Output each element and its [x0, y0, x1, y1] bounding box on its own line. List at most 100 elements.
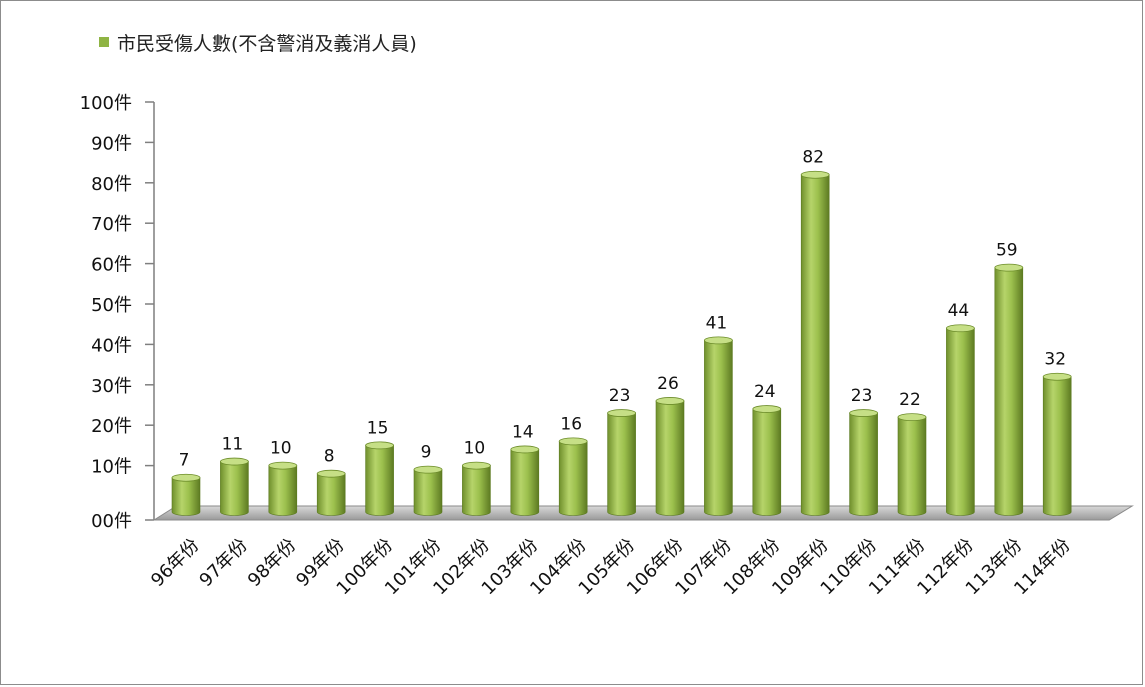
y-tick-label: 90件: [91, 133, 132, 154]
bar-body: [365, 445, 394, 516]
bar-body: [946, 327, 975, 516]
x-tick-label: 97年份: [195, 535, 252, 592]
data-label: 7: [179, 451, 190, 471]
bar-body: [316, 473, 346, 516]
bar-112年份: [946, 324, 975, 516]
bar-top: [510, 445, 540, 454]
bar-top: [752, 405, 782, 413]
data-label: 32: [1044, 350, 1066, 370]
data-label: 9: [421, 443, 432, 463]
data-label: 10: [464, 439, 486, 459]
bar-body: [655, 400, 685, 516]
bar-body: [704, 340, 733, 516]
bar-top: [268, 461, 298, 470]
bar-top: [946, 324, 975, 333]
bar-body: [558, 441, 588, 516]
bar-97年份: [219, 457, 249, 516]
bar-top: [461, 461, 491, 470]
bar-body: [510, 449, 540, 516]
y-tick-label: 40件: [91, 335, 132, 356]
bar-body: [268, 465, 298, 516]
y-tick-label: 60件: [91, 255, 132, 276]
bar-102年份: [461, 461, 491, 516]
bar-body: [462, 465, 491, 516]
data-label: 44: [948, 301, 970, 321]
y-tick-label: 30件: [91, 376, 132, 397]
bar-top: [800, 170, 830, 179]
legend-label: 市民受傷人數(不含警消及義消人員): [117, 32, 417, 55]
bar-98年份: [268, 461, 298, 516]
bar-101年份: [413, 465, 443, 516]
bar-body: [849, 412, 878, 516]
labels-layer: 796年份1197年份1098年份899年份15100年份9101年份10102…: [147, 148, 1075, 600]
bar-103年份: [510, 445, 540, 516]
bar-top: [316, 469, 346, 478]
bar-top: [1042, 372, 1072, 381]
bar-body: [897, 416, 927, 516]
bar-top: [365, 441, 395, 450]
data-label: 14: [512, 422, 534, 442]
bar-top: [897, 413, 927, 422]
bar-top: [994, 263, 1024, 272]
y-tick-label: 10件: [91, 457, 132, 478]
bar-top: [219, 457, 249, 466]
data-label: 15: [367, 418, 389, 438]
y-tick-label: 50件: [91, 295, 132, 316]
bars-layer: [171, 170, 1072, 516]
y-tick-label: 100件: [80, 93, 132, 114]
bar-113年份: [994, 263, 1024, 516]
bar-109年份: [800, 170, 830, 516]
data-label: 24: [754, 382, 776, 402]
bar-114年份: [1042, 372, 1072, 516]
bar-top: [607, 409, 636, 417]
x-tick-label: 96年份: [147, 535, 204, 592]
bar-top: [558, 437, 588, 446]
bar-top: [413, 465, 443, 474]
bar-body: [994, 267, 1024, 516]
bar-body: [752, 408, 782, 516]
data-label: 10: [270, 439, 292, 459]
bar-96年份: [171, 473, 201, 516]
bar-top: [655, 397, 685, 405]
chart-floor: [152, 505, 1134, 521]
bar-111年份: [897, 413, 927, 516]
floor-layer: [152, 505, 1134, 521]
y-tick-label: 00件: [91, 511, 132, 532]
data-label: 82: [802, 148, 824, 168]
bar-top: [171, 473, 201, 482]
bar-body: [171, 477, 201, 516]
bar-99年份: [316, 469, 346, 516]
y-tick-label: 80件: [91, 174, 132, 195]
x-tick-label: 98年份: [244, 535, 301, 592]
bar-106年份: [655, 397, 685, 516]
data-label: 59: [996, 241, 1018, 261]
bar-body: [800, 174, 830, 516]
bar-105年份: [607, 409, 636, 516]
data-label: 8: [324, 447, 335, 467]
bar-body: [607, 412, 636, 516]
bar-top: [849, 409, 878, 417]
bar-body: [1042, 376, 1072, 516]
y-tick-label: 20件: [91, 416, 132, 437]
bar-110年份: [849, 409, 878, 516]
bar-107年份: [704, 336, 733, 516]
data-label: 16: [560, 414, 582, 434]
data-label: 23: [609, 386, 631, 406]
bar-body: [220, 461, 249, 516]
legend-swatch-icon: [99, 37, 109, 47]
bar-top: [704, 336, 733, 345]
bar-body: [413, 469, 443, 516]
data-label: 11: [222, 435, 244, 455]
data-label: 22: [899, 390, 921, 410]
data-label: 23: [851, 386, 873, 406]
data-label: 26: [657, 374, 679, 394]
y-tick-label: 70件: [91, 214, 132, 235]
bar-108年份: [752, 405, 782, 516]
data-label: 41: [706, 313, 728, 333]
bar-104年份: [558, 437, 588, 516]
axis-layer: 00件 10件 20件 30件 40件 50件 60件 70件 80件 90件 100件: [80, 93, 155, 532]
legend: 市民受傷人數(不含警消及義消人員): [99, 29, 417, 55]
bar-100年份: [365, 441, 395, 516]
